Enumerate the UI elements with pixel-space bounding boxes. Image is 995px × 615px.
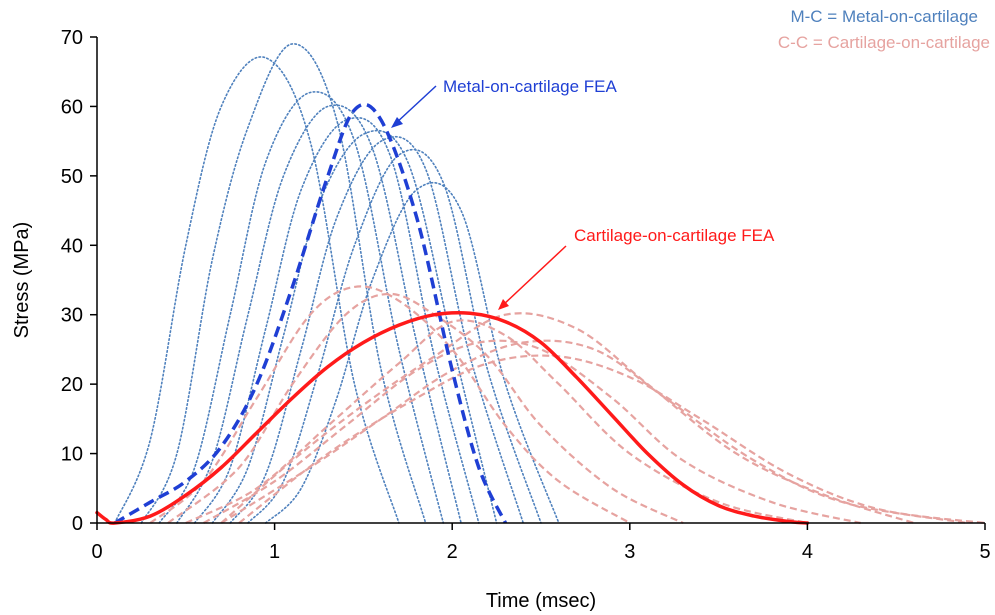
experimental-m-c-series-line [140, 43, 427, 524]
experimental-m-c-series-line [158, 91, 445, 524]
fea-c-c-series-line [95, 310, 810, 525]
legend-entry-cc: C-C = Cartilage-on-cartilage [778, 33, 990, 52]
y-tick-label: 20 [61, 374, 83, 396]
x-tick-label: 3 [624, 541, 635, 563]
experimental-c-c-series-line [220, 339, 968, 525]
y-tick-label: 50 [61, 166, 83, 188]
x-ticks: 0 1 2 3 4 5 [91, 523, 991, 563]
x-tick-label: 2 [447, 541, 458, 563]
x-tick-label: 5 [979, 541, 990, 563]
x-axis-title: Time (msec) [486, 590, 596, 612]
experimental-m-c-series-line [176, 104, 462, 524]
x-tick-label: 1 [269, 541, 280, 563]
y-tick-label: 70 [61, 27, 83, 49]
y-ticks: 0 10 20 30 40 50 60 70 [61, 27, 97, 535]
experimental-m-c-series-line [229, 135, 524, 524]
x-tick-label: 4 [802, 541, 813, 563]
experimental-m-c-series-line [193, 117, 480, 524]
y-tick-label: 40 [61, 235, 83, 257]
experimental-m-c-series-line [211, 129, 498, 524]
experimental-m-c-series-line [264, 182, 560, 524]
annotation-mc-fea: Metal-on-cartilage FEA [443, 77, 618, 96]
fea-m-c-series-line [113, 102, 508, 525]
x-tick-label: 0 [91, 541, 102, 563]
y-tick-label: 60 [61, 96, 83, 118]
annotation-cc-fea-arrow [501, 245, 567, 307]
annotation-mc-fea-arrowhead [391, 117, 403, 128]
experimental-c-c-series-line [238, 354, 986, 525]
y-tick-label: 10 [61, 444, 83, 466]
y-tick-label: 0 [72, 513, 83, 535]
experimental-c-c-series-line [149, 285, 631, 524]
legend-entry-mc: M-C = Metal-on-cartilage [790, 7, 978, 26]
experimental-c-c-series-line [203, 339, 861, 525]
y-tick-label: 30 [61, 305, 83, 327]
axes-layer [96, 37, 985, 524]
experimental-m-c-series-line [114, 56, 400, 524]
annotation-cc-fea-arrowhead [498, 299, 509, 310]
annotation-cc-fea: Cartilage-on-cartilage FEA [574, 226, 775, 245]
annotation-mc-fea-arrow [394, 85, 437, 125]
y-axis-title: Stress (MPa) [11, 222, 33, 339]
series-layer [95, 43, 986, 525]
experimental-m-c-series-line [247, 148, 542, 524]
